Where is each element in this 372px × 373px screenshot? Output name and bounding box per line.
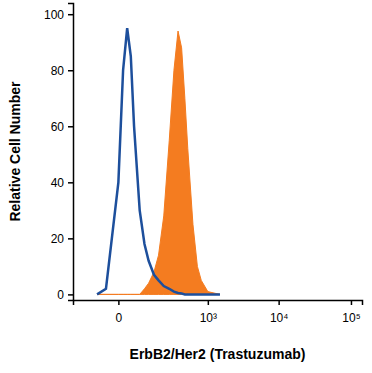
x-axis: 0 10³ 10⁴ 10⁵ [74,300,363,325]
y-tick: 80 [51,64,73,78]
y-tick-label: 60 [51,120,65,134]
x-tick: 0 [116,300,123,325]
y-tick: 20 [51,232,73,246]
y-axis-line [68,4,74,301]
x-tick-label: 0 [116,311,123,325]
plot: 0 10³ 10⁴ 10⁵ 0 20 40 60 80 100 [44,4,363,325]
y-tick-mark [68,294,73,296]
y-axis-title: Relative Cell Number [7,81,23,222]
y-tick: 100 [44,8,73,22]
x-tick: 10⁵ [342,300,360,325]
y-tick-label: 40 [51,176,65,190]
y-tick-mark [68,14,73,16]
x-tick-mark [208,300,210,305]
y-tick-label: 20 [51,232,65,246]
x-tick-label: 10⁴ [270,311,289,325]
histogram-line [97,28,220,294]
x-tick-mark [351,300,353,305]
x-axis-line [74,301,363,306]
y-axis: 0 20 40 60 80 100 [44,4,74,302]
y-tick-mark [68,238,73,240]
x-tick-label: 10⁵ [342,311,360,325]
marks [97,28,220,294]
y-tick: 60 [51,120,73,134]
x-tick-mark [118,300,120,305]
x-axis-title: ErbB2/Her2 (Trastuzumab) [130,346,306,362]
x-tick: 10⁴ [270,300,289,325]
x-tick-label: 10³ [200,311,217,325]
y-tick-mark [68,70,73,72]
y-tick-label: 100 [44,8,64,22]
y-tick-label: 0 [57,288,64,302]
y-tick: 0 [57,288,73,302]
y-tick-label: 80 [51,64,65,78]
histogram-area [97,31,220,294]
y-tick-mark [68,126,73,128]
y-tick: 40 [51,176,73,190]
x-tick: 10³ [200,300,217,325]
y-tick-mark [68,182,73,184]
x-tick-mark [278,300,280,305]
chart: 0 10³ 10⁴ 10⁵ 0 20 40 60 80 100 ErbB2/Her2 (Trastu… [0,0,372,373]
